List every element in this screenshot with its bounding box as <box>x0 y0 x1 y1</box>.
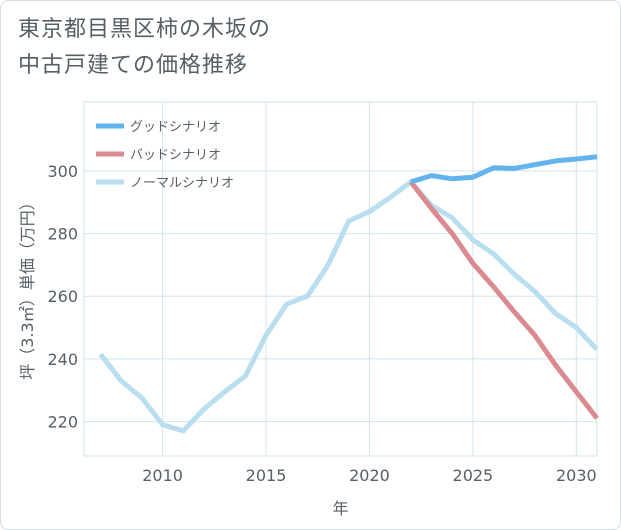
y-tick-label: 280 <box>47 225 78 244</box>
series-line-2 <box>98 179 599 434</box>
legend-label: グッドシナリオ <box>130 120 221 135</box>
series-line-1 <box>408 180 599 420</box>
chart-title-line-1: 東京都目黒区柿の木坂の <box>18 17 272 42</box>
y-tick-label: 240 <box>47 350 78 369</box>
legend-label: バッドシナリオ <box>130 148 221 163</box>
plot-frame <box>83 101 598 457</box>
y-tick-label: 260 <box>47 287 78 306</box>
chart-title: 東京都目黒区柿の木坂の 中古戸建ての価格推移 <box>18 12 271 84</box>
legend-label: ノーマルシナリオ <box>130 176 234 191</box>
x-tick-label: 2020 <box>349 466 390 485</box>
y-axis-title: 坪（3.3㎡）単価（万円） <box>18 194 37 379</box>
tick-layer: 2010 2015 2020 2025 2030 220 240 260 280 300 <box>47 162 596 485</box>
series-layer <box>98 154 599 434</box>
y-tick-label: 300 <box>47 162 78 181</box>
chart-title-line-2: 中古戸建ての価格推移 <box>18 53 249 78</box>
y-tick-label: 220 <box>47 413 78 432</box>
x-axis-title: 年 <box>332 499 348 518</box>
x-tick-label: 2010 <box>142 466 183 485</box>
x-tick-label: 2025 <box>453 466 494 485</box>
x-tick-label: 2015 <box>246 466 287 485</box>
x-tick-label: 2030 <box>556 466 597 485</box>
series-line-0 <box>410 154 598 185</box>
